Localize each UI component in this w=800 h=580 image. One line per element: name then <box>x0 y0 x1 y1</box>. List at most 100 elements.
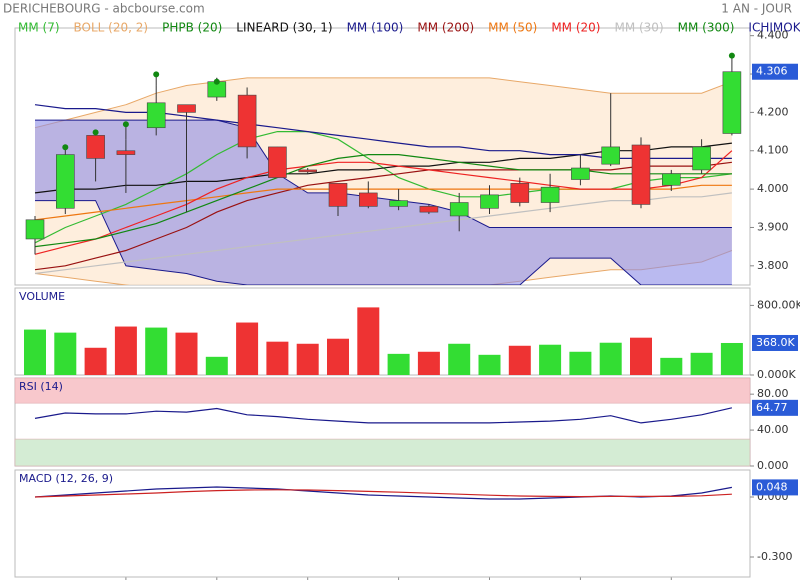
indicator-dot <box>92 129 99 136</box>
candle-body <box>298 169 318 173</box>
y-tick-label: 4.100 <box>757 144 789 157</box>
volume-bar <box>660 357 683 375</box>
candle-body <box>419 206 439 213</box>
candle-body <box>480 194 499 209</box>
price-plot <box>25 52 742 285</box>
candle-body <box>661 173 681 186</box>
indicator-line <box>34 150 733 255</box>
indicator-dot <box>213 78 220 85</box>
legend-entry: MM (30) <box>614 21 663 35</box>
y-tick-label: -0.300 <box>757 550 792 563</box>
last-value-label: 368.0K <box>756 336 795 349</box>
candle-body <box>268 146 287 178</box>
panel-title: VOLUME <box>19 290 65 303</box>
band-area <box>35 120 732 285</box>
volume-bar <box>539 344 562 375</box>
legend-entry: MM (7) <box>18 21 60 35</box>
volume-bar <box>296 343 319 375</box>
volume-bar <box>84 347 107 375</box>
legend-entry: MM (300) <box>678 21 735 35</box>
panel-title: MACD (12, 26, 9) <box>19 472 113 485</box>
volume-bar <box>478 354 501 375</box>
panel: 0.000K 800.00K VOLUME 368.0K <box>14 287 800 381</box>
panel-title: RSI (14) <box>19 380 63 393</box>
volume-bar <box>24 329 46 375</box>
last-value-box <box>752 63 798 80</box>
panel: 0.000 40.00 80.00 RSI (14) 64.77 <box>14 377 798 472</box>
legend-entry: BOLL (20, 2) <box>74 21 149 35</box>
volume-bar <box>205 356 228 375</box>
volume-bar <box>569 351 592 375</box>
last-value-label: 4.306 <box>756 65 788 78</box>
volume-bar <box>690 352 713 375</box>
y-tick-label: 40.00 <box>757 423 789 436</box>
volume-bar <box>417 351 440 375</box>
candle-body <box>177 104 196 113</box>
y-tick-label: 4.200 <box>757 105 789 118</box>
candle-body <box>55 154 75 209</box>
y-tick-label: 0.000K <box>757 368 796 381</box>
y-tick-label: 4.400 <box>757 29 789 42</box>
candle-body <box>601 146 621 165</box>
candle-body <box>116 150 136 155</box>
zone <box>14 438 751 467</box>
volume-bar <box>720 342 743 375</box>
indicator-line <box>34 154 732 248</box>
candle-body <box>722 71 742 134</box>
y-tick-label: 800.00K <box>757 298 800 311</box>
candle-body <box>571 167 590 180</box>
volume-bar <box>54 332 77 375</box>
last-value-label: 0.048 <box>756 480 788 493</box>
last-value-box <box>752 334 798 351</box>
candle-body <box>510 183 530 203</box>
volume-bar <box>114 326 137 375</box>
zone <box>14 377 751 404</box>
y-tick-label: 0.000 <box>757 459 789 472</box>
indicator-line <box>34 489 732 498</box>
candle-body <box>328 183 348 207</box>
legend-entry: PHPB (20) <box>162 21 222 35</box>
candle-body <box>86 135 105 159</box>
panel-frame <box>14 287 751 376</box>
volume-bar <box>266 341 289 375</box>
candle-body <box>540 186 560 203</box>
indicator-line <box>34 192 732 275</box>
volume-bar <box>145 327 168 375</box>
band-lower <box>34 250 733 285</box>
volume-bar <box>448 343 471 375</box>
volume-bar <box>508 345 531 375</box>
legend-entry: MM (200) <box>417 21 474 35</box>
last-value-label: 64.77 <box>756 401 788 414</box>
legend-entry: MM (50) <box>488 21 537 35</box>
last-value-box <box>752 399 798 416</box>
indicator-line <box>34 161 732 271</box>
candle-body <box>358 192 378 207</box>
legend-entry: ICHIMOKU (26, 9 <box>748 21 800 35</box>
candle-body <box>692 146 711 171</box>
legend-entry: LINEARD (30, 1) <box>236 21 332 35</box>
y-tick-label: 3.800 <box>757 259 789 272</box>
volume-bar <box>357 307 380 375</box>
indicator-dot <box>122 121 129 128</box>
candle-body <box>631 144 651 205</box>
candle-body <box>449 202 469 217</box>
volume-bar <box>599 342 622 375</box>
volume-bar <box>630 337 652 375</box>
legend-entry: MM (100) <box>347 21 404 35</box>
band-lower <box>35 200 732 285</box>
y-tick-label: 80.00 <box>757 387 789 400</box>
page-title: DERICHEBOURG - abcbourse.com <box>3 2 205 16</box>
candle-body <box>237 94 257 148</box>
last-value-box <box>752 479 798 496</box>
candle-body <box>389 200 408 207</box>
panel-frame <box>14 469 751 578</box>
volume-bar <box>175 332 198 375</box>
indicator-dot <box>728 52 735 59</box>
y-tick-label: 3.900 <box>757 220 789 233</box>
volume-bar <box>327 338 349 375</box>
band-upper <box>34 77 733 129</box>
y-tick-label: 4.000 <box>757 182 789 195</box>
